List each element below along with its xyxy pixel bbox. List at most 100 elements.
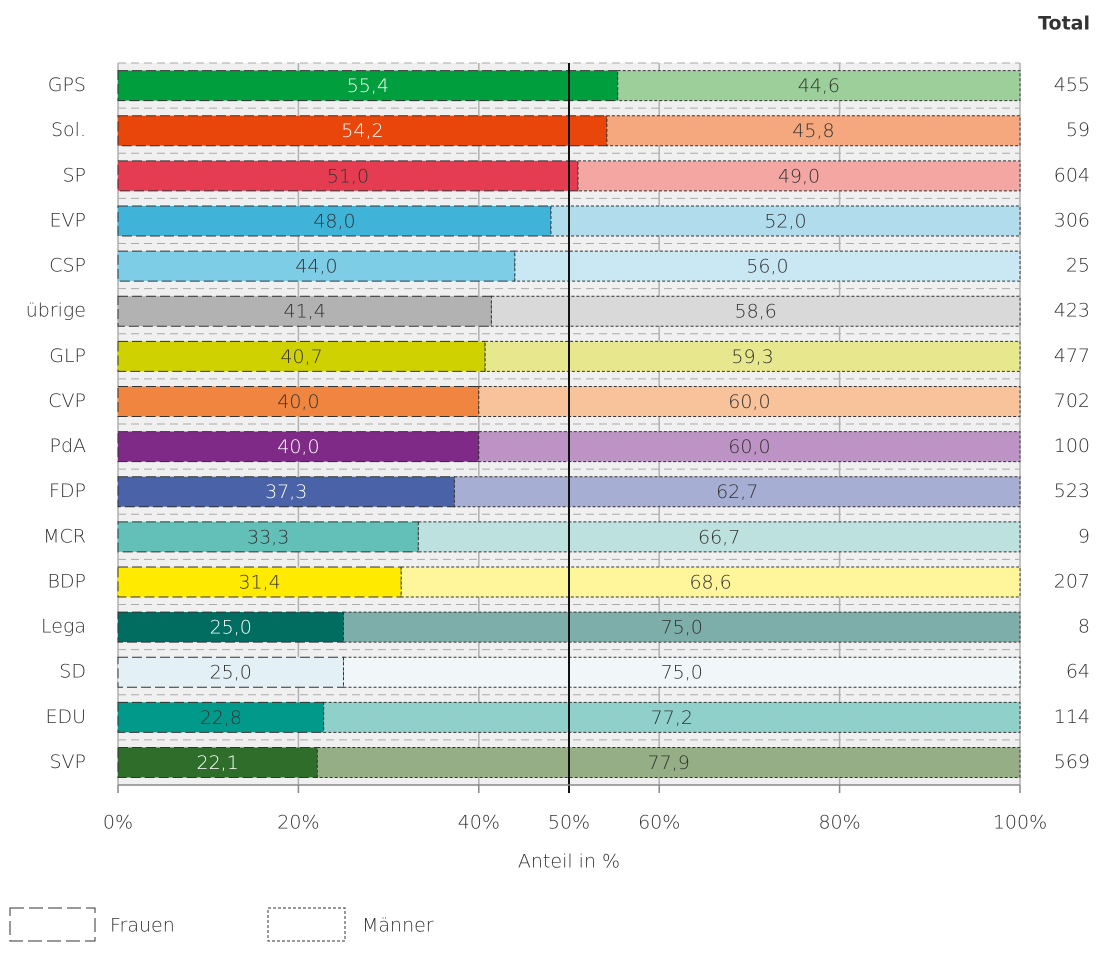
category-label: CVP <box>48 390 86 412</box>
category-label: PdA <box>49 435 86 457</box>
value-label: 44,6 <box>798 75 840 97</box>
value-label: 25,0 <box>210 662 252 684</box>
value-label: 77,2 <box>651 707 693 729</box>
bar-segment <box>453 476 1021 508</box>
value-label: 22,8 <box>200 707 242 729</box>
bar-segment <box>117 160 579 192</box>
bar-segment <box>323 701 1021 733</box>
total-label: 569 <box>1054 751 1090 773</box>
bar-segment <box>606 115 1021 147</box>
bar-segment <box>484 340 1021 372</box>
value-label: 60,0 <box>728 391 770 413</box>
x-tick-label: 60% <box>638 812 680 834</box>
bar-segment <box>417 521 1021 553</box>
bar-segment <box>343 611 1021 643</box>
legend-swatch <box>9 907 96 942</box>
legend-label: Männer <box>362 915 434 937</box>
total-label: 702 <box>1054 390 1090 412</box>
value-label: 55,4 <box>347 75 389 97</box>
value-label: 54,2 <box>341 120 383 142</box>
total-label: 523 <box>1054 480 1090 502</box>
bar-segment <box>117 70 619 102</box>
total-label: 114 <box>1054 706 1090 728</box>
value-label: 58,6 <box>735 301 777 323</box>
value-label: 45,8 <box>792 120 834 142</box>
value-label: 62,7 <box>716 481 758 503</box>
value-label: 31,4 <box>238 571 280 593</box>
value-label: 75,0 <box>661 617 703 639</box>
category-label: SP <box>62 164 86 186</box>
value-label: 40,0 <box>277 436 319 458</box>
bar-segment <box>117 656 344 688</box>
legend-swatch <box>267 907 346 942</box>
x-tick-label: 40% <box>458 812 500 834</box>
value-label: 49,0 <box>778 165 820 187</box>
value-label: 37,3 <box>265 481 307 503</box>
value-label: 77,9 <box>648 752 690 774</box>
value-label: 44,0 <box>295 256 337 278</box>
category-label: SVP <box>49 751 86 773</box>
x-tick-label: 100% <box>993 812 1047 834</box>
bar-segment <box>117 385 480 417</box>
value-label: 40,0 <box>277 391 319 413</box>
bar-segment <box>343 656 1021 688</box>
bar-segment <box>617 70 1021 102</box>
category-label: SD <box>59 661 86 683</box>
category-label: übrige <box>26 300 86 322</box>
bar-segment <box>117 611 344 643</box>
x-tick-label: 20% <box>277 812 319 834</box>
total-label: 100 <box>1054 435 1090 457</box>
x-tick-label: 80% <box>818 812 860 834</box>
total-label: 423 <box>1054 300 1090 322</box>
value-label: 75,0 <box>661 662 703 684</box>
category-label: MCR <box>43 525 86 547</box>
category-label: EVP <box>50 209 86 231</box>
category-label: EDU <box>45 706 86 728</box>
value-label: 40,7 <box>280 346 322 368</box>
legend-label: Frauen <box>110 915 175 937</box>
bar-segment <box>117 205 552 237</box>
total-label: 8 <box>1078 616 1090 638</box>
bar-segment <box>117 701 325 733</box>
value-label: 48,0 <box>313 210 355 232</box>
bar-segment <box>514 250 1021 282</box>
bar-segment <box>117 115 608 147</box>
total-label: 207 <box>1054 570 1090 592</box>
category-label: BDP <box>47 570 86 592</box>
bar-segment <box>117 476 455 508</box>
x-tick-label: 0% <box>103 812 133 834</box>
bar-segment <box>577 160 1021 192</box>
category-label: CSP <box>49 255 86 277</box>
value-label: 56,0 <box>746 256 788 278</box>
value-label: 33,3 <box>247 526 289 548</box>
total-label: 455 <box>1054 74 1090 96</box>
totals-title: Total <box>1038 13 1090 35</box>
bar-segment <box>117 431 480 463</box>
total-label: 9 <box>1078 525 1090 547</box>
total-label: 59 <box>1066 119 1090 141</box>
value-label: 68,6 <box>689 571 731 593</box>
bar-segment <box>117 295 492 327</box>
bar-segment <box>400 566 1021 598</box>
category-label: GPS <box>48 74 86 96</box>
value-label: 66,7 <box>698 526 740 548</box>
value-label: 25,0 <box>210 617 252 639</box>
value-label: 52,0 <box>764 210 806 232</box>
value-label: 22,1 <box>197 752 239 774</box>
x-axis-label: Anteil in % <box>518 851 620 873</box>
bar-segment <box>316 746 1021 778</box>
category-label: GLP <box>49 345 86 367</box>
total-label: 477 <box>1054 345 1090 367</box>
bar-segment <box>117 250 516 282</box>
category-label: FDP <box>49 480 86 502</box>
value-label: 60,0 <box>728 436 770 458</box>
category-label: Lega <box>41 616 86 638</box>
value-label: 41,4 <box>284 301 326 323</box>
total-label: 64 <box>1066 661 1090 683</box>
bar-segment <box>117 340 486 372</box>
bar-segment <box>550 205 1021 237</box>
total-label: 306 <box>1054 209 1090 231</box>
category-label: Sol. <box>51 119 86 141</box>
